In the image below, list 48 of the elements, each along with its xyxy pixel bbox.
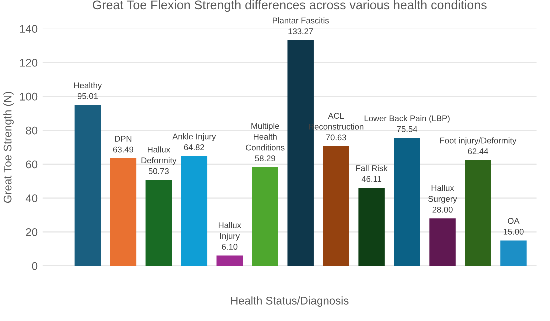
- y-tick-label: 0: [32, 262, 38, 270]
- bar: [500, 240, 527, 266]
- bar: [323, 146, 350, 266]
- x-tick-label: Plantar Fascitis: [273, 18, 330, 24]
- data-label: 46.11: [362, 176, 382, 182]
- x-tick-label: Foot injury/Deformity: [440, 138, 517, 146]
- x-tick-label: Hallux Injury: [218, 222, 242, 241]
- x-axis-title: Health Status/Diagnosis: [231, 296, 349, 308]
- bar: [216, 256, 244, 266]
- bar: [394, 138, 420, 266]
- x-tick-label: Ankle Injury: [172, 134, 216, 142]
- bar: [252, 167, 278, 266]
- y-axis-title: Great Toe Strength (N): [4, 92, 14, 204]
- data-label: 50.73: [148, 168, 169, 174]
- y-tick-label: 20: [26, 228, 38, 236]
- data-label: 62.44: [468, 148, 488, 154]
- data-label: 75.54: [397, 126, 418, 132]
- bar: [358, 188, 385, 266]
- x-tick-label: Hallux Surgery: [428, 185, 458, 204]
- x-tick-label: Fall Risk: [356, 165, 388, 172]
- y-tick-label: 60: [26, 160, 38, 169]
- y-tick-label: 100: [20, 92, 38, 101]
- bar: [430, 218, 456, 266]
- bar: [74, 105, 102, 266]
- y-tick-label: 40: [26, 194, 38, 202]
- x-tick-label: DPN: [115, 136, 132, 142]
- bar: [181, 156, 208, 266]
- x-tick-label: OA: [508, 218, 520, 224]
- bar: [110, 158, 137, 266]
- bar: [146, 180, 172, 266]
- data-label: 6.10: [222, 244, 238, 250]
- data-label: 58.29: [255, 156, 276, 162]
- data-label: 28.00: [432, 206, 453, 213]
- y-tick-label: 120: [20, 59, 38, 67]
- data-label: 133.27: [288, 28, 314, 34]
- x-tick-label: Healthy: [74, 82, 102, 90]
- x-tick-label: Lower Back Pain (LBP): [364, 115, 450, 124]
- data-label: 63.49: [113, 146, 134, 153]
- data-label: 70.63: [326, 134, 346, 141]
- x-tick-label: Hallux Deformity: [142, 146, 177, 166]
- bar: [465, 160, 492, 266]
- x-tick-label: Multiple Health Conditions: [246, 123, 285, 151]
- data-label: 95.01: [78, 93, 98, 100]
- data-label: 15.00: [504, 228, 524, 235]
- data-label: 64.82: [184, 144, 204, 150]
- y-tick-label: 140: [20, 25, 38, 34]
- y-tick-label: 80: [26, 126, 38, 135]
- chart-title: Great Toe Flexion Strength differences across various health conditions: [93, 0, 487, 12]
